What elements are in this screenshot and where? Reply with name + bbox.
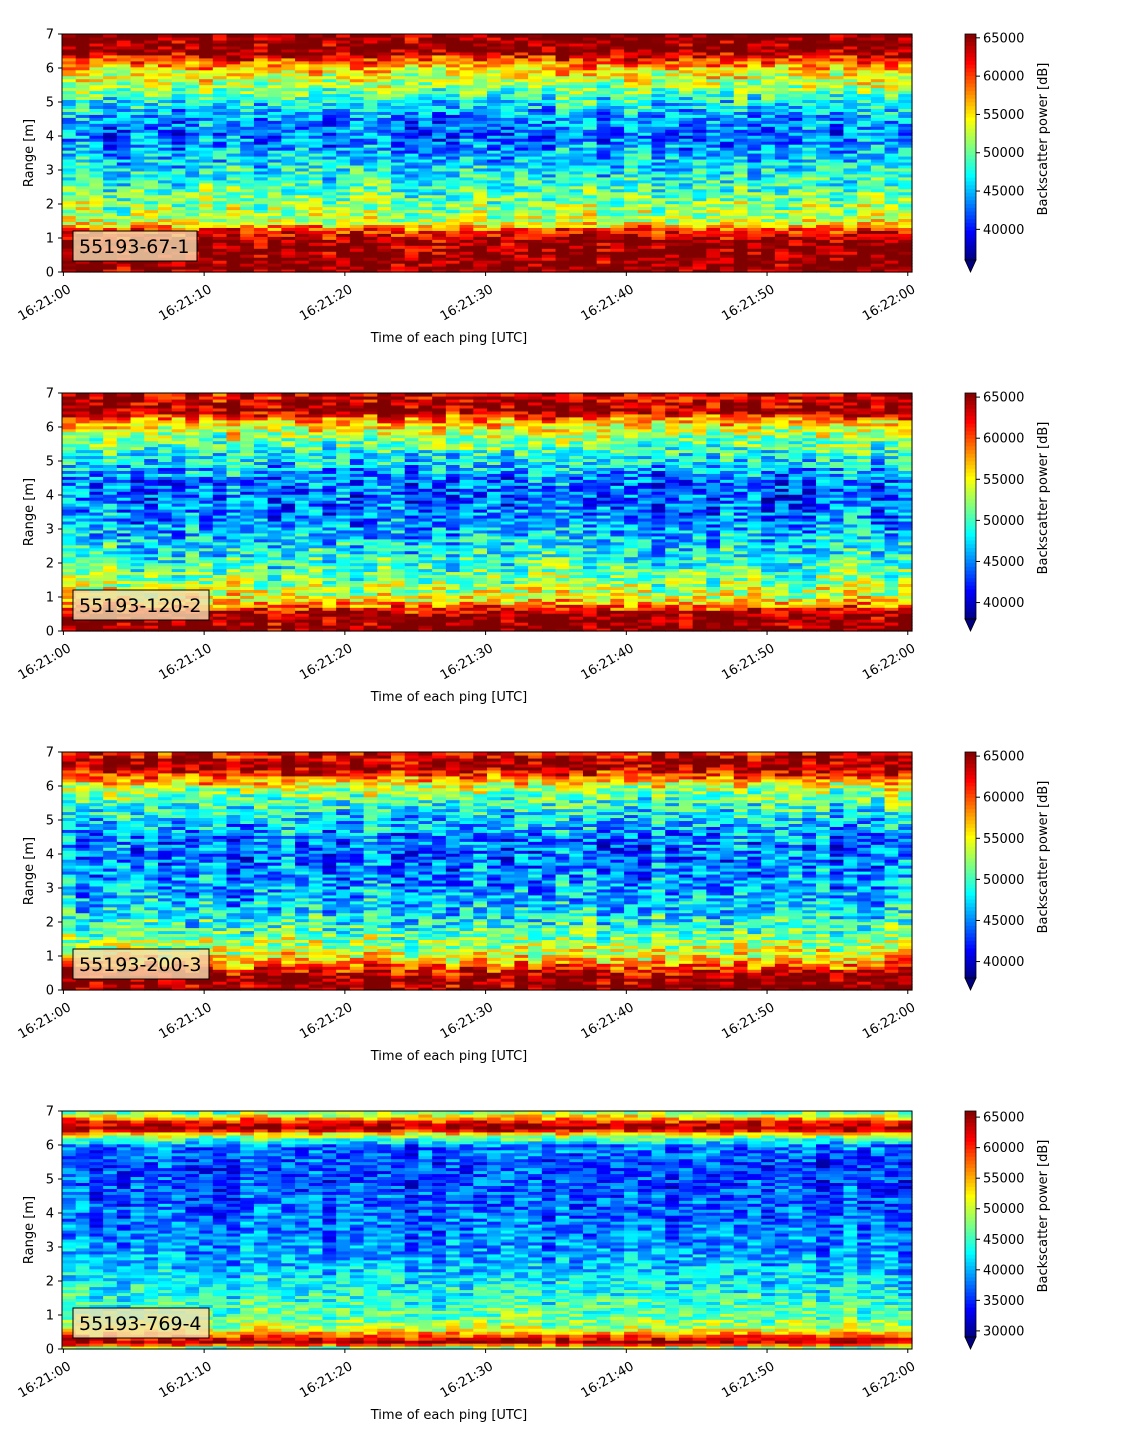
heatmap-cell: [775, 34, 789, 38]
heatmap-cell: [597, 34, 611, 38]
y-tick-label: 7: [46, 28, 54, 43]
panel-label-text: 55193-67-1: [79, 236, 189, 258]
heatmap-cell: [789, 34, 803, 38]
heatmap-cell: [542, 34, 556, 38]
heatmap-cell: [254, 34, 268, 38]
y-axis-label: Range [m]: [22, 119, 37, 187]
heatmap-cell: [857, 34, 871, 38]
heatmap-cell: [638, 34, 652, 38]
heatmap-cell: [322, 34, 336, 38]
heatmap-cell: [199, 34, 213, 38]
y-tick-label: 6: [46, 62, 54, 77]
heatmap-cell: [761, 34, 775, 38]
heatmap-cell: [528, 34, 542, 38]
y-tick-label: 2: [46, 198, 54, 213]
heatmap-cell: [103, 34, 117, 38]
heatmap-cell: [62, 34, 76, 38]
y-tick-label: 1: [46, 232, 54, 247]
x-tick-label: 16:21:30: [438, 282, 496, 324]
heatmap-cell: [460, 34, 474, 38]
heatmap-cell: [185, 34, 199, 38]
heatmap-cell: [131, 34, 145, 38]
heatmap-cell: [706, 34, 720, 38]
x-tick-label: 16:21:10: [156, 282, 214, 324]
heatmap-cell: [391, 34, 405, 38]
heatmap-cell: [830, 34, 844, 38]
heatmap-cell: [610, 34, 624, 38]
heatmap-cell: [158, 34, 172, 38]
heatmap-cell: [268, 34, 282, 38]
heatmap-cell: [473, 34, 487, 38]
heatmap-cell: [693, 34, 707, 38]
heatmap-cell: [898, 34, 912, 38]
heatmap-cell: [885, 34, 899, 38]
heatmap-cell: [350, 34, 364, 38]
y-tick-label: 4: [46, 130, 54, 145]
heatmap-cell: [336, 34, 350, 38]
heatmap-cell: [144, 34, 158, 38]
heatmap-cell: [624, 34, 638, 38]
x-axis-label: Time of each ping [UTC]: [370, 331, 528, 346]
y-tick-label: 0: [46, 266, 54, 281]
heatmap-cell: [76, 34, 90, 38]
heatmap-cell: [377, 34, 391, 38]
heatmap-cell: [446, 34, 460, 38]
heatmap-cell: [172, 34, 186, 38]
heatmap-cell: [213, 34, 227, 38]
heatmap-cell: [227, 34, 241, 38]
heatmap-cell: [514, 34, 528, 38]
heatmap-cell: [652, 34, 666, 38]
x-tick-label: 16:22:00: [860, 282, 918, 324]
heatmap-cell: [89, 34, 103, 38]
heatmap-cell: [583, 34, 597, 38]
heatmap-cell: [364, 34, 378, 38]
heatmap-cell: [501, 34, 515, 38]
x-tick-label: 16:21:20: [297, 282, 355, 324]
heatmap-cell: [240, 34, 254, 38]
x-tick-label: 16:21:40: [579, 282, 637, 324]
x-tick-label: 16:21:50: [719, 282, 777, 324]
heatmap-cell: [569, 34, 583, 38]
heatmap-cell: [802, 34, 816, 38]
x-tick-label: 16:21:00: [16, 282, 74, 324]
y-tick-label: 5: [46, 96, 54, 111]
heatmap-cell: [665, 34, 679, 38]
heatmap-cell: [816, 34, 830, 38]
panel-label: 55193-67-1: [73, 231, 197, 261]
heatmap-cell: [281, 34, 295, 38]
heatmap-cell: [734, 34, 748, 38]
heatmap-cell: [843, 34, 857, 38]
panel-1: 0 1 2 3 4 5 6 7 16:21:00 16:21:10 16:21:20 16:21:30…: [16, 28, 1051, 347]
heatmap-cell: [871, 34, 885, 38]
heatmap-cell: [487, 34, 501, 38]
heatmap-cell: [747, 34, 761, 38]
heatmap-cell: [679, 34, 693, 38]
heatmap-cell: [432, 34, 446, 38]
heatmap-cell: [418, 34, 432, 38]
heatmap-cell: [720, 34, 734, 38]
y-tick-label: 3: [46, 164, 54, 179]
heatmap-cell: [309, 34, 323, 38]
heatmap-cell: [295, 34, 309, 38]
heatmap-cell: [556, 34, 570, 38]
colorbar: 400004500050000550006000065000Backscatte…: [965, 31, 1051, 272]
heatmap-cell: [405, 34, 419, 38]
heatmap-cell: [117, 34, 131, 38]
